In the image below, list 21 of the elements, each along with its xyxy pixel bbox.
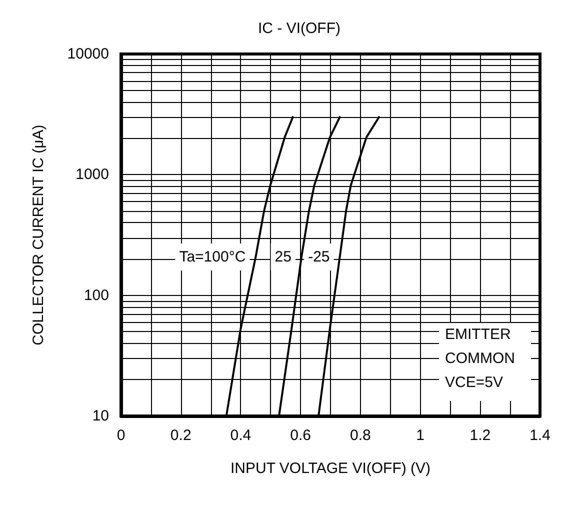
x-tick-label: 1 <box>416 427 424 444</box>
y-tick-label: 10 <box>92 408 109 424</box>
x-tick-label: 0 <box>116 427 126 444</box>
y-axis-title: COLLECTOR CURRENT IC (μA) <box>30 124 47 346</box>
annotation: COMMON <box>445 350 515 367</box>
series-label: Ta=100°C <box>179 248 246 266</box>
x-tick-label: 0.8 <box>350 427 371 444</box>
x-tick-label: 1.2 <box>470 427 491 444</box>
x-axis-title: INPUT VOLTAGE VI(OFF) (V) <box>230 460 431 477</box>
y-tick-label: 1000 <box>76 166 109 184</box>
annotation: VCE=5V <box>445 374 503 391</box>
x-tick-label: 1.4 <box>530 427 550 444</box>
chart-title: IC - VI(OFF) <box>258 20 340 37</box>
y-tick-label: 100 <box>84 286 109 304</box>
annotation: EMITTER <box>445 326 511 343</box>
y-tick-label: 10000 <box>67 46 109 62</box>
x-tick-label: 0.4 <box>230 427 252 444</box>
series-label: 25 <box>274 248 292 266</box>
x-tick-label: 0.6 <box>290 427 311 444</box>
x-tick-label: 0.2 <box>170 427 192 444</box>
series-label: -25 <box>308 248 330 266</box>
